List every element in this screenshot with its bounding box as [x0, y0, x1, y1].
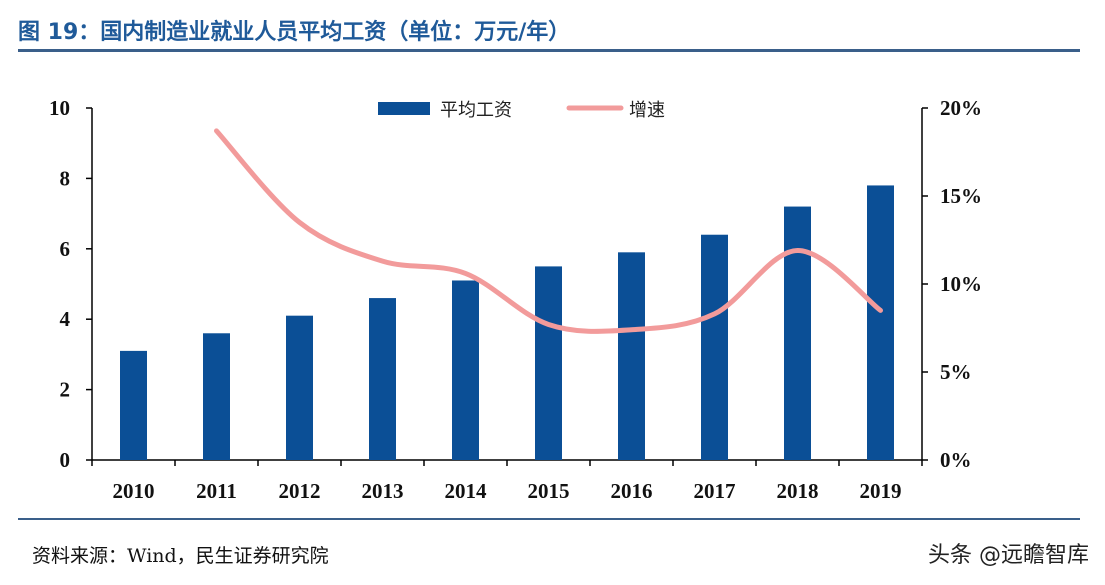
- x-tick-label: 2019: [860, 479, 902, 503]
- x-tick-label: 2015: [528, 479, 570, 503]
- y-left-tick-label: 4: [60, 307, 71, 331]
- y-right-tick-label: 20%: [940, 96, 982, 120]
- bar: [701, 234, 728, 460]
- title-divider: [18, 49, 1080, 52]
- x-tick-label: 2017: [694, 479, 736, 503]
- bar: [369, 298, 396, 460]
- source-note: 资料来源：Wind，民生证券研究院: [32, 545, 329, 567]
- y-left-tick-label: 6: [60, 237, 71, 261]
- bar: [784, 206, 811, 460]
- line-series: [214, 128, 883, 334]
- chart-title: 图 19：国内制造业就业人员平均工资（单位：万元/年）: [18, 20, 571, 45]
- y-left-tick-label: 10: [49, 96, 70, 120]
- x-tick-label: 2013: [362, 479, 404, 503]
- bar: [452, 280, 479, 460]
- bar: [535, 266, 562, 460]
- bar: [120, 350, 147, 460]
- y-right-tick-label: 10%: [940, 272, 982, 296]
- y-left-tick-label: 8: [60, 166, 71, 190]
- x-tick-label: 2010: [113, 479, 155, 503]
- legend-swatch-bar: [378, 102, 430, 115]
- chart-legend: 平均工资 增速: [378, 100, 665, 121]
- legend-label-bar: 平均工资: [440, 100, 512, 121]
- x-tick-label: 2016: [611, 479, 653, 503]
- watermark: 头条 @远瞻智库: [928, 543, 1089, 568]
- y-right-tick-label: 15%: [940, 184, 982, 208]
- x-tick-label: 2011: [196, 479, 237, 503]
- bar-series: [120, 185, 894, 460]
- y-left-tick-label: 2: [60, 378, 71, 402]
- legend-label-line: 增速: [629, 100, 665, 121]
- y-right-tick-label: 0%: [940, 448, 972, 472]
- x-tick-label: 2012: [279, 479, 321, 503]
- x-tick-label: 2018: [777, 479, 819, 503]
- growth-line: [214, 128, 883, 334]
- bar: [867, 185, 894, 460]
- x-tick-label: 2014: [445, 479, 488, 503]
- y-left-tick-label: 0: [60, 448, 71, 472]
- footer-divider: [18, 518, 1080, 520]
- bar: [618, 252, 645, 460]
- y-right-tick-label: 5%: [940, 360, 972, 384]
- chart-axes: 0 2 4 6 8 10 0% 5% 10% 15% 20% 2010 2011 2012 2013 2014…: [49, 96, 982, 503]
- bar: [203, 333, 230, 460]
- bar: [286, 315, 313, 460]
